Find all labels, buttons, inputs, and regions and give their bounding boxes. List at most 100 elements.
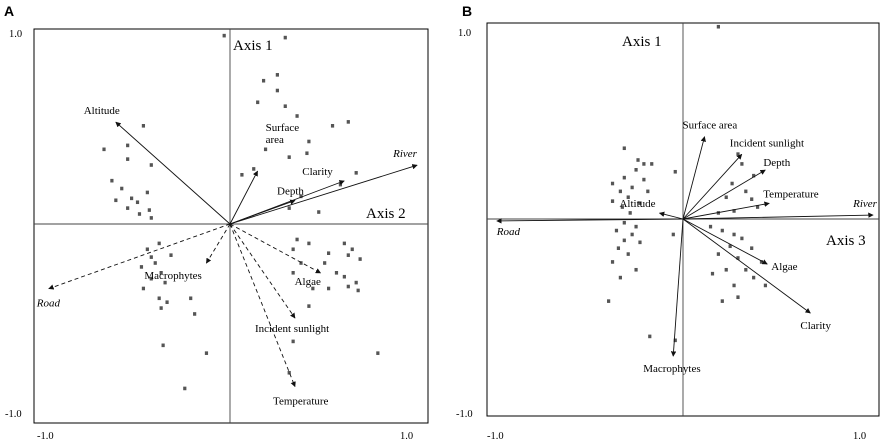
panel-a-vector-clarity (229, 180, 345, 225)
panel-a-site-marker (161, 343, 165, 348)
panel-a-site-marker (145, 247, 149, 252)
panel-b-site-marker (736, 256, 740, 260)
panel-b-site-marker (752, 275, 756, 280)
panel-a-vector-label-macrophytes: Macrophytes (144, 270, 201, 282)
panel-a-site-marker (275, 88, 279, 93)
panel-b-tick-right: 1.0 (853, 431, 866, 442)
panel-a-site-marker (291, 271, 295, 275)
panel-b-site-marker (750, 197, 754, 201)
panel-b-site-marker (642, 162, 646, 166)
panel-b-site-marker (724, 195, 728, 200)
panel-a-site-marker (287, 155, 291, 159)
panel-b-site-marker (630, 185, 634, 190)
panel-a-site-marker (338, 182, 343, 187)
panel-a-vector-road (48, 223, 231, 290)
panel-b-vector-label-surface-area: Surface area (683, 120, 738, 132)
panel-b-site-marker (642, 177, 646, 182)
panel-a-site-marker (356, 288, 360, 293)
panel-b-site-marker (628, 211, 632, 215)
panel-b-site-marker (736, 295, 740, 299)
panel-a-site-marker (299, 261, 303, 265)
panel-b-vector-macrophytes (670, 218, 684, 357)
panel-a-vector-macrophytes (205, 223, 231, 264)
panel-a-site-marker (295, 114, 299, 118)
panel-b-vector-clarity (682, 218, 811, 314)
panel-a-vector-label-clarity: Clarity (302, 166, 333, 178)
panel-b-site-marker (618, 275, 622, 280)
panel-b-vector-depth (682, 169, 766, 220)
panel-a-site-marker (307, 139, 311, 144)
panel-a-site-marker (157, 296, 161, 301)
panel-b-vector-label-river: River (852, 198, 878, 210)
panel-a-site-marker (145, 190, 149, 195)
panel-a-site-marker (305, 151, 309, 156)
panel-b-site-marker (744, 267, 748, 272)
panel-b-site-marker (607, 299, 611, 303)
panel-b: B 1.0 -1.0 -1.0 1.0 Axis 1 Axis 3 Surfac… (456, 3, 880, 442)
panel-a: A 1.0 -1.0 -1.0 1.0 Axis 1 Axis 2 Altitu… (4, 3, 429, 442)
panel-b-vector-label-altitude: Altitude (619, 198, 655, 210)
panel-b-site-marker (736, 152, 740, 156)
panel-a-site-marker (334, 271, 339, 275)
panel-b-site-marker (610, 199, 615, 203)
panel-a-site-marker (354, 171, 358, 175)
panel-a-site-marker (295, 237, 299, 242)
panel-a-site-marker (307, 304, 311, 308)
panel-a-vector-label-algae: Algae (295, 276, 321, 288)
panel-a-site-marker (376, 351, 380, 355)
panel-a-site-marker (165, 300, 169, 304)
panel-a-vector-algae (229, 223, 322, 274)
panel-b-site-marker (673, 169, 677, 174)
panel-a-site-marker (275, 73, 279, 77)
panel-a-site-marker (354, 280, 358, 285)
panel-b-site-marker (626, 195, 630, 200)
panel-a-vector-label-road: Road (36, 298, 61, 310)
panel-b-vector-label-clarity: Clarity (800, 320, 831, 332)
panel-a-site-marker (137, 212, 142, 216)
panel-b-vector-surface-area (682, 136, 706, 220)
panel-b-axis-horizontal-label: Axis 3 (826, 233, 866, 249)
panel-a-site-marker (159, 306, 163, 310)
panel-b-site-marker (716, 252, 720, 256)
panel-a-axis-vertical-label: Axis 1 (233, 38, 273, 54)
panel-a-site-marker (222, 33, 226, 38)
panel-b-site-marker (650, 162, 654, 166)
panel-b-site-marker (622, 146, 626, 151)
panel-b-vector-temperature (682, 201, 770, 220)
panel-b-site-marker (618, 189, 622, 194)
panel-b-site-marker (634, 224, 638, 229)
panel-a-site-marker (252, 167, 256, 171)
panel-b-site-marker (728, 244, 732, 249)
panel-a-axis-horizontal-label: Axis 2 (366, 206, 406, 222)
panel-a-site-marker (358, 257, 362, 261)
panel-b-site-marker (755, 205, 760, 209)
panel-b-site-marker (730, 181, 734, 186)
panel-b-site-marker (732, 283, 736, 288)
panel-b-vector-river (682, 212, 874, 220)
panel-b-site-marker (740, 236, 744, 241)
panel-a-site-marker (149, 163, 153, 167)
panel-b-site-marker (732, 232, 736, 237)
panel-a-vector-river (229, 164, 418, 225)
panel-b-site-marker (752, 173, 756, 178)
panel-a-vector-label-temperature: Temperature (273, 396, 329, 408)
panel-a-tick-left: -1.0 (37, 431, 54, 442)
panel-a-site-marker (342, 241, 346, 246)
panel-a-site-marker (291, 247, 295, 252)
panel-b-tick-top: 1.0 (458, 28, 471, 39)
panel-a-frame (33, 28, 429, 424)
panel-a-site-marker (204, 351, 209, 355)
panel-a-site-marker (283, 35, 287, 40)
panel-b-tick-left: -1.0 (487, 431, 504, 442)
panel-a-site-marker (169, 253, 173, 257)
panel-b-site-marker (750, 246, 754, 250)
panel-b-vector-label-depth: Depth (763, 157, 790, 169)
panel-b-site-marker (638, 240, 642, 245)
panel-b-site-marker (622, 238, 626, 243)
panel-a-site-marker (240, 173, 244, 177)
panel-b-vector-label-road: Road (496, 226, 521, 238)
panel-a-vector-label-altitude: Altitude (84, 105, 120, 117)
panel-a-site-marker (126, 157, 130, 161)
panel-a-vector-altitude (115, 121, 231, 225)
